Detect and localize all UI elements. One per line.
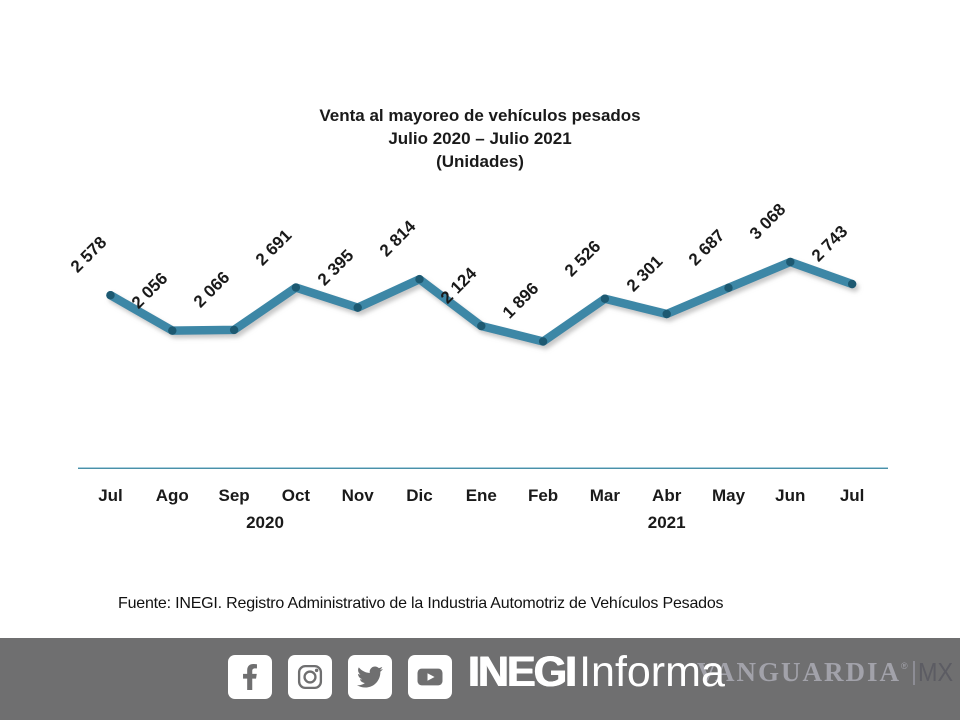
x-axis-label: Jul — [839, 486, 865, 505]
inegi-informa-logo: INEGI Informa — [468, 648, 725, 697]
x-axis-label: Abr — [652, 486, 682, 505]
data-point-marker — [168, 326, 177, 335]
twitter-icon[interactable] — [348, 655, 392, 699]
data-point-marker — [415, 275, 424, 284]
x-axis-year-label: 2020 — [246, 513, 284, 532]
data-point-marker — [724, 283, 733, 293]
data-point-marker — [662, 309, 671, 319]
data-point-marker — [600, 294, 610, 303]
x-axis-label: Sep — [218, 486, 250, 505]
x-axis-label: Ene — [465, 486, 497, 505]
data-point-marker — [847, 279, 857, 289]
registered-mark-icon: ® — [901, 661, 908, 671]
data-point-marker — [786, 257, 795, 267]
x-axis-label: Jun — [775, 486, 806, 505]
source-note: Fuente: INEGI. Registro Administrativo d… — [118, 595, 724, 612]
vanguardia-watermark-suffix: MX — [917, 657, 953, 687]
data-point-marker — [106, 291, 115, 300]
x-axis-label: Jul — [98, 486, 123, 505]
data-point-marker — [353, 303, 362, 312]
social-icons-row — [228, 655, 452, 699]
x-axis-year-label: 2021 — [647, 513, 686, 532]
x-axis-label: Nov — [341, 486, 374, 505]
data-point-marker — [229, 325, 239, 335]
data-point-marker — [477, 321, 486, 331]
watermark-divider — [912, 660, 915, 685]
chart-title-line1: Venta al mayoreo de vehículos pesados — [319, 106, 641, 125]
vanguardia-watermark-name: VANGUARDIA — [697, 657, 902, 687]
x-axis-label: Ago — [155, 486, 189, 505]
facebook-icon[interactable] — [228, 655, 272, 699]
footer-bar — [0, 638, 960, 720]
x-axis-line — [78, 467, 888, 469]
data-point-marker — [291, 283, 301, 292]
x-axis-label: Dic — [406, 486, 433, 505]
chart-title: Venta al mayoreo de vehículos pesados Ju… — [0, 104, 960, 173]
youtube-icon[interactable] — [408, 655, 452, 699]
x-axis-label: Oct — [281, 486, 311, 505]
inegi-logo-text: INEGI — [468, 648, 577, 696]
instagram-icon[interactable] — [288, 655, 332, 699]
vanguardia-watermark: VANGUARDIA ® MX — [697, 657, 957, 688]
x-axis-label: Feb — [527, 486, 559, 505]
x-axis-label: Mar — [589, 486, 620, 505]
data-point-marker — [538, 337, 548, 346]
chart-title-line2: Julio 2020 – Julio 2021 — [388, 129, 572, 148]
chart-title-line3: (Unidades) — [436, 152, 524, 171]
informa-logo-text: Informa — [579, 648, 725, 696]
x-axis-label: May — [711, 486, 746, 505]
line-chart — [106, 257, 857, 346]
